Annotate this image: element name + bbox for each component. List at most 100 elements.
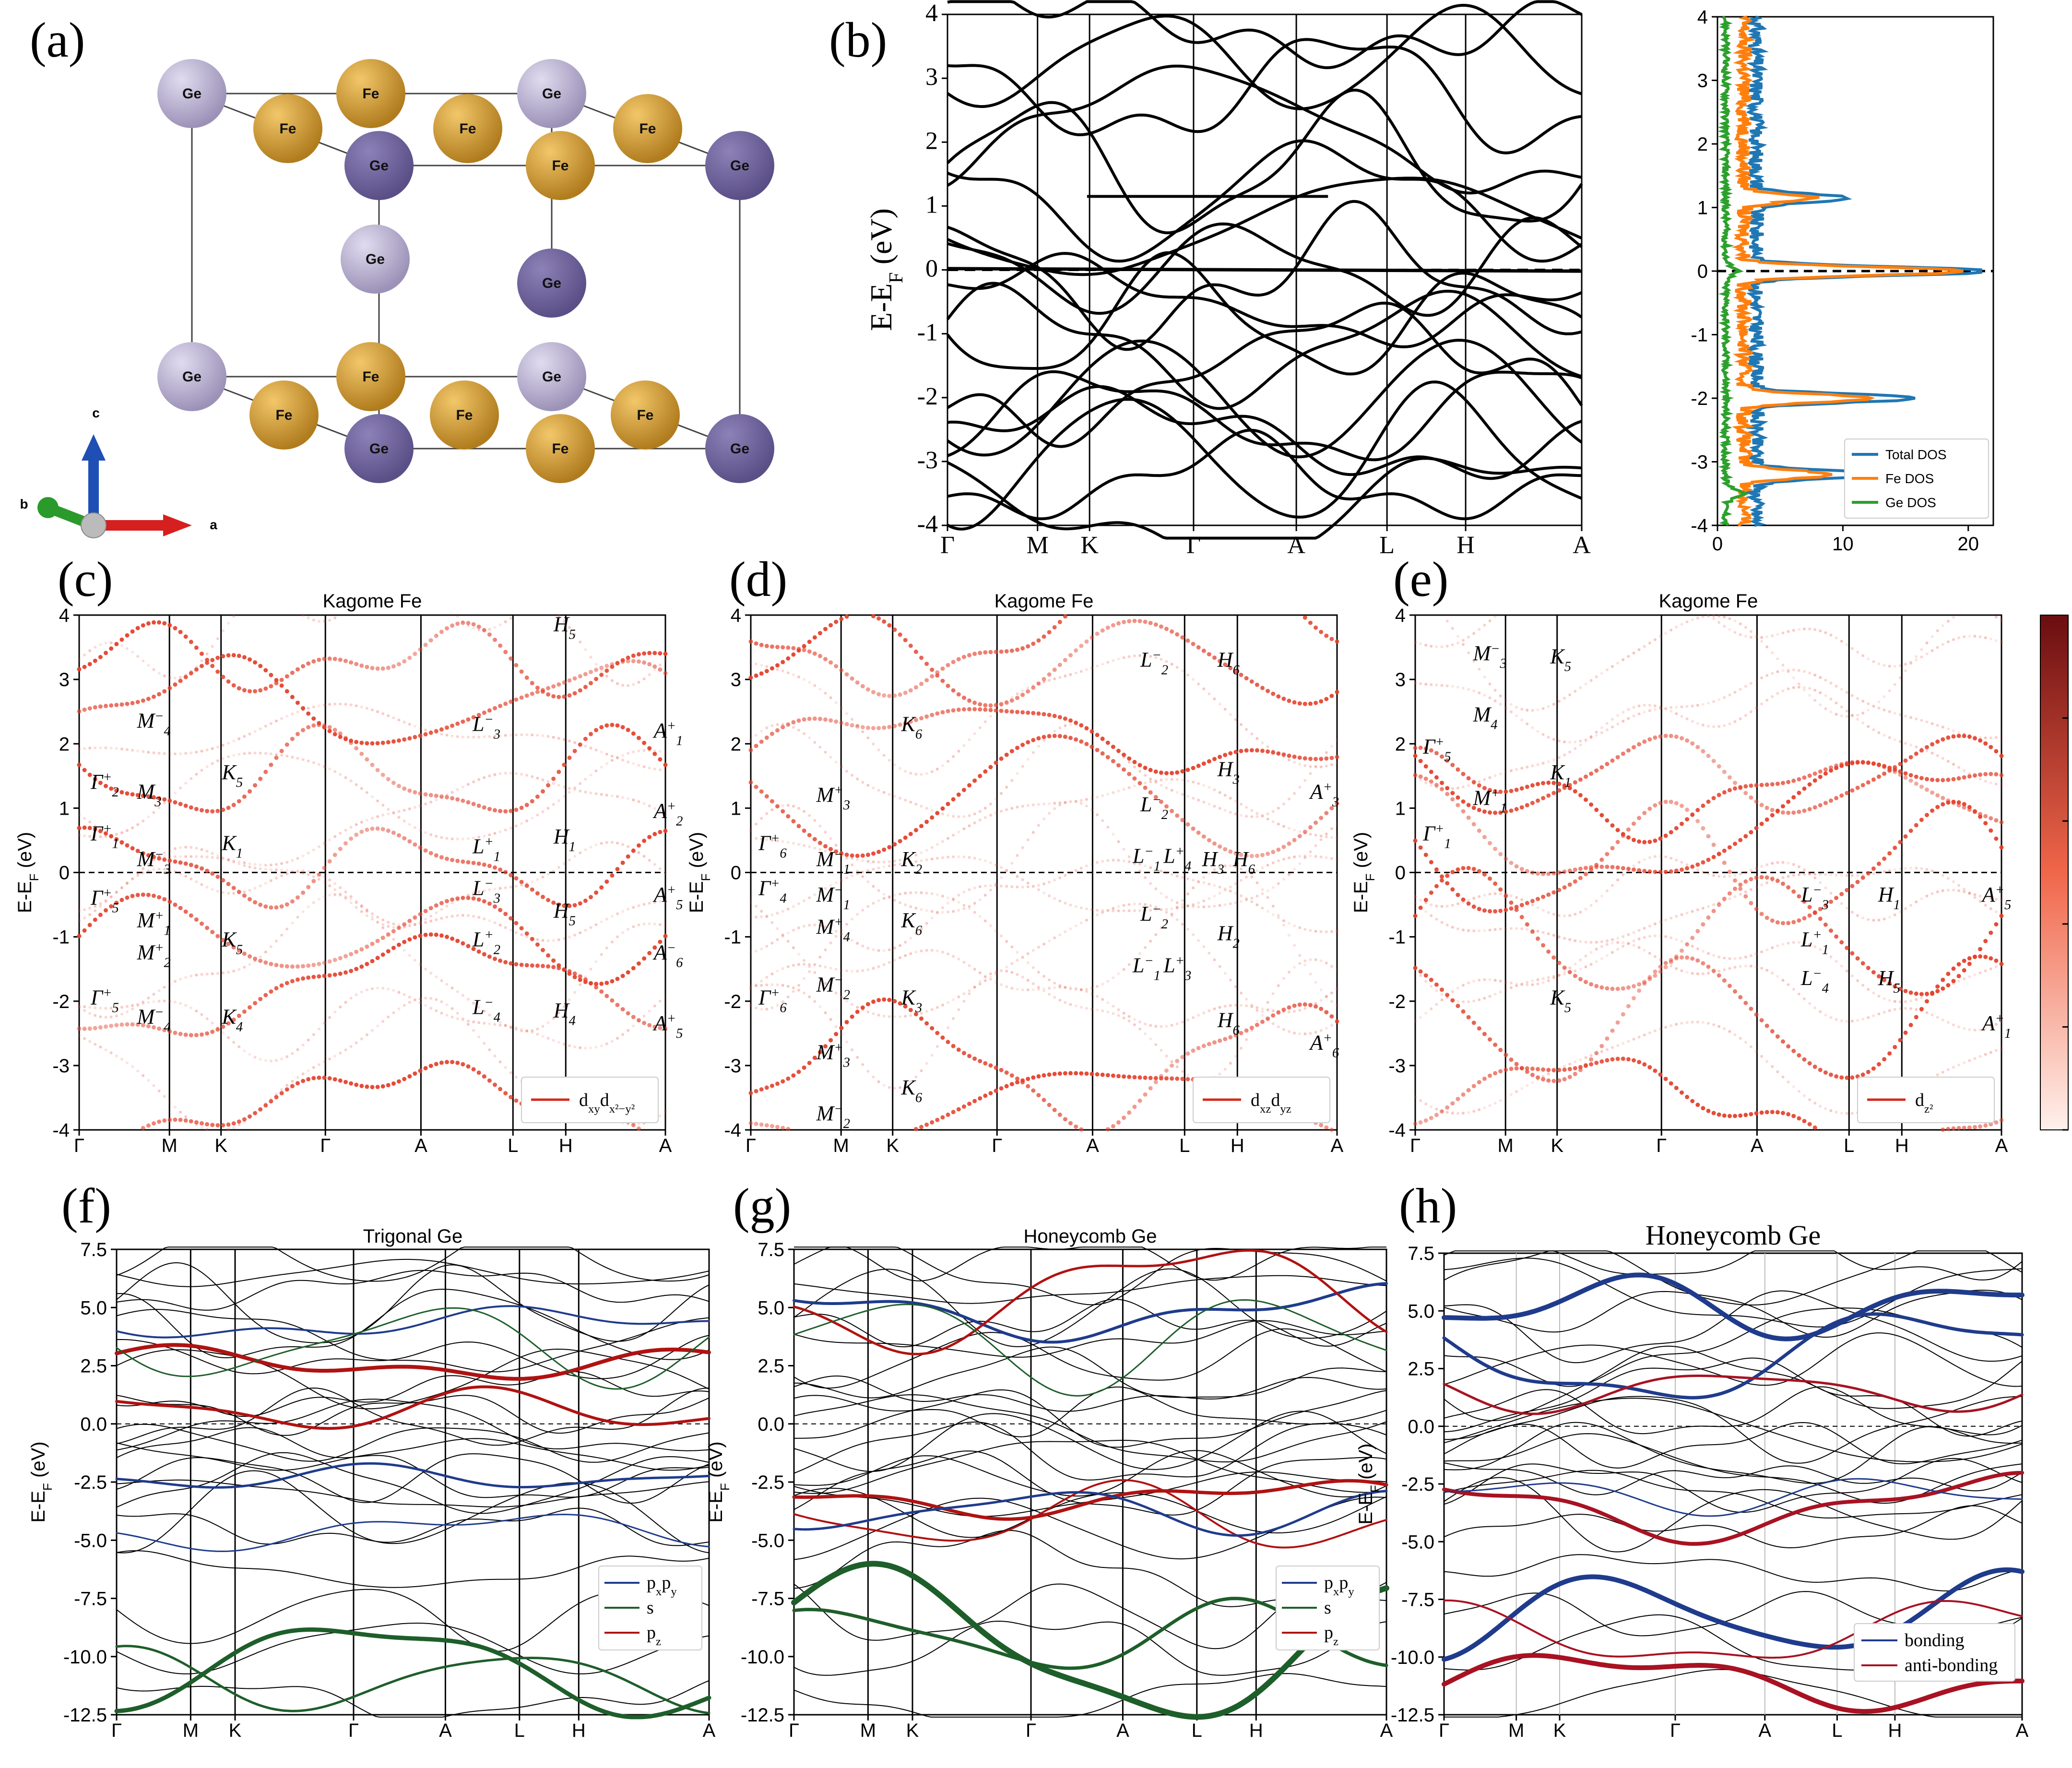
band-dot xyxy=(913,828,918,832)
band-dot xyxy=(1255,1022,1259,1027)
band-dot xyxy=(237,799,241,804)
band-dot xyxy=(1557,973,1561,977)
band-dot xyxy=(1488,788,1492,793)
y-tick-label: 4 xyxy=(1395,605,1406,626)
panel-label-g: (g) xyxy=(733,1178,791,1234)
band-dot xyxy=(1440,878,1444,883)
band-dot xyxy=(1685,866,1690,871)
band-dot xyxy=(1941,977,1945,982)
band-dot xyxy=(796,647,801,651)
band-dot xyxy=(1754,907,1759,912)
band-dot xyxy=(572,676,577,681)
band-dot xyxy=(1765,881,1769,885)
band-dot xyxy=(1717,970,1721,973)
band-dot xyxy=(152,811,155,814)
band-dot xyxy=(1504,893,1507,896)
band-dot xyxy=(360,904,363,907)
band-dot xyxy=(387,925,390,928)
band-dot xyxy=(78,658,81,662)
band-dot xyxy=(1478,998,1481,1001)
band-dot xyxy=(253,751,257,755)
band-dot xyxy=(1760,865,1764,868)
band-dot xyxy=(1930,990,1935,995)
band-dot xyxy=(764,669,769,674)
band-dot xyxy=(1133,765,1136,769)
band-dot xyxy=(476,624,481,629)
band-dot xyxy=(1020,710,1025,715)
band-dot xyxy=(776,927,779,930)
band-dot xyxy=(440,917,443,920)
band-dot xyxy=(1530,870,1535,875)
band-dot xyxy=(142,1000,145,1004)
band-dot xyxy=(647,951,652,955)
band-dot xyxy=(1430,1007,1433,1010)
band-dot xyxy=(1898,1038,1903,1043)
dos-series-line xyxy=(1731,15,1964,527)
band-dot xyxy=(488,888,491,891)
band-dot xyxy=(456,735,459,738)
band-dot xyxy=(1005,869,1008,872)
band-dot xyxy=(1856,874,1859,877)
band-dot xyxy=(748,748,753,752)
band-dot xyxy=(1090,862,1093,866)
band-dot xyxy=(1562,1068,1567,1072)
band-dot xyxy=(1261,892,1264,895)
band-dot xyxy=(775,1081,780,1086)
band-dot xyxy=(509,928,512,932)
band-dot xyxy=(946,663,950,667)
band-dot xyxy=(1605,865,1610,869)
band-dot xyxy=(647,651,652,655)
band-dot xyxy=(439,855,444,860)
band-dot xyxy=(94,835,97,838)
band-dot xyxy=(519,695,524,700)
band-dot xyxy=(445,1014,449,1017)
band-dot xyxy=(786,841,790,844)
band-dot xyxy=(344,897,347,900)
band-dot xyxy=(450,902,454,905)
band-dot xyxy=(1064,902,1067,905)
band-dot xyxy=(812,635,817,640)
band-dot xyxy=(754,1089,758,1093)
band-dot xyxy=(892,724,897,728)
band-dot xyxy=(947,855,949,859)
x-tick-label: 10 xyxy=(1832,534,1854,555)
band-dot xyxy=(1877,1062,1881,1067)
band-dot xyxy=(1882,978,1887,983)
band-dot xyxy=(925,772,928,775)
band-dot xyxy=(296,870,299,874)
band-dot xyxy=(1819,948,1822,951)
band-dot xyxy=(109,834,114,839)
band-dot xyxy=(1967,774,1972,779)
band-dot xyxy=(791,819,796,824)
band-dot xyxy=(200,1126,203,1129)
band-dot xyxy=(904,862,907,865)
band-dot xyxy=(1536,982,1539,985)
band-dot xyxy=(1149,1037,1152,1041)
band-dot xyxy=(269,722,272,725)
band-dot xyxy=(1861,916,1865,920)
band-dot xyxy=(1840,1019,1843,1022)
band-dot xyxy=(274,905,279,910)
band-dot xyxy=(610,873,615,878)
band-dot xyxy=(397,738,401,743)
band-dot xyxy=(1308,701,1313,706)
band-dot xyxy=(589,895,593,900)
band-dot xyxy=(1642,1062,1647,1067)
band-dot xyxy=(1325,856,1328,859)
band-dot xyxy=(1111,745,1115,749)
band-dot xyxy=(1776,975,1779,978)
band-dot xyxy=(1520,927,1524,930)
band-dot xyxy=(1722,1113,1727,1118)
band-dot xyxy=(141,698,145,703)
band-dot xyxy=(1020,646,1025,651)
band-dot xyxy=(1085,918,1088,922)
band-dot xyxy=(440,1000,443,1003)
band-dot xyxy=(1467,899,1470,902)
band-dot xyxy=(1202,905,1206,909)
band-dot xyxy=(1021,689,1024,692)
band-dot xyxy=(1117,1008,1120,1011)
band-dot xyxy=(493,1082,497,1087)
band-dot xyxy=(1293,855,1296,858)
band-dot xyxy=(556,770,561,774)
band-dot xyxy=(1462,1000,1465,1003)
